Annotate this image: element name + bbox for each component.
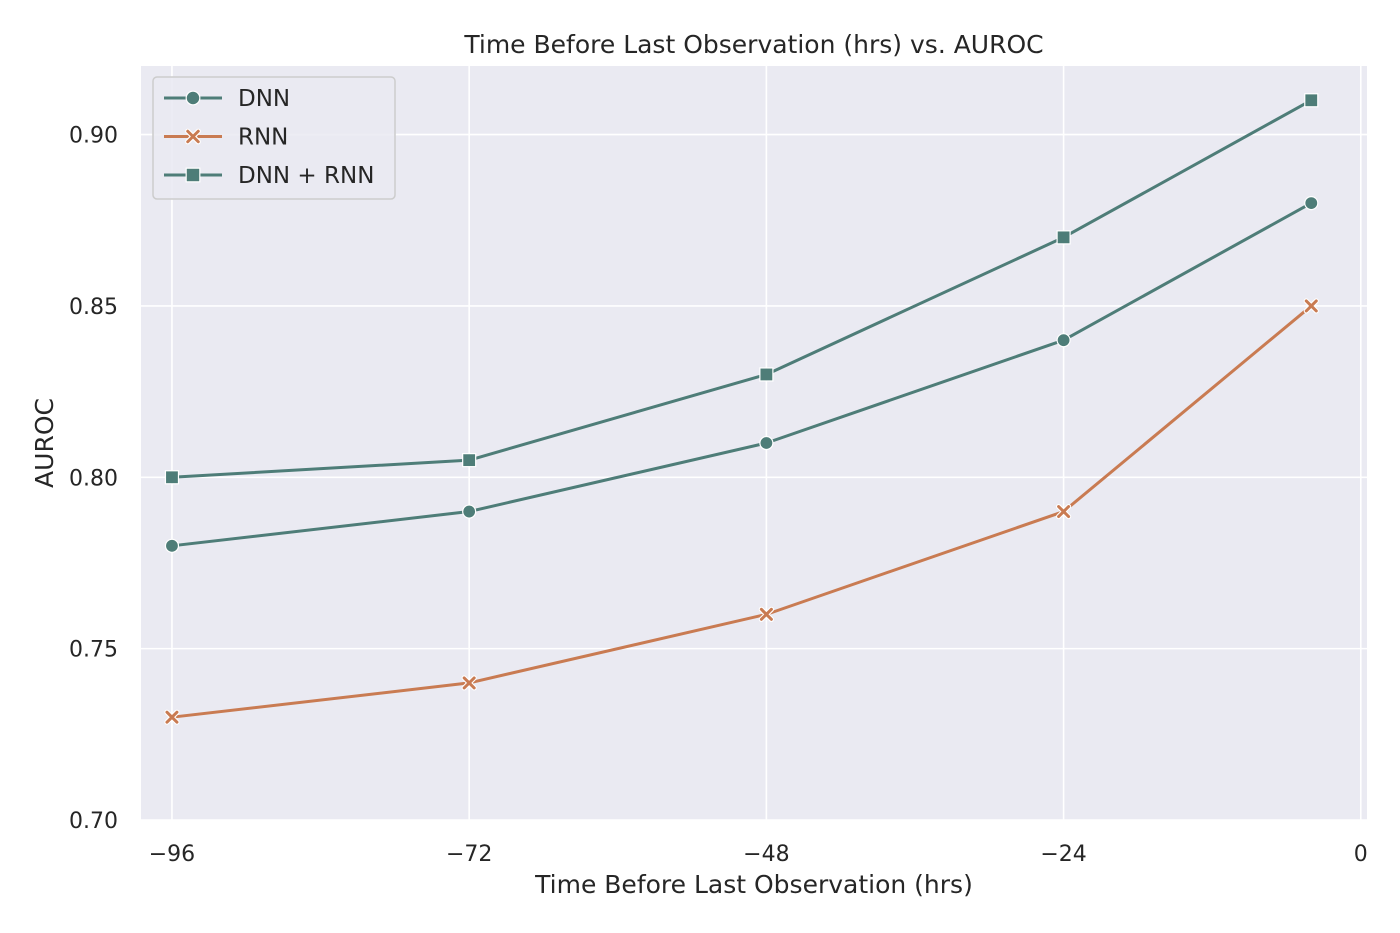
square-marker — [185, 167, 201, 183]
data-point-rnn — [461, 675, 477, 691]
y-tick-label: 0.85 — [69, 295, 118, 320]
x-marker-stroke — [1304, 299, 1318, 313]
data-point-dnn — [759, 435, 774, 451]
circle-marker — [185, 90, 201, 106]
x-tick-label: −72 — [446, 842, 492, 867]
series-dnn-rnn — [164, 93, 1319, 485]
legend-box — [152, 76, 396, 200]
x-marker-stroke — [1057, 505, 1071, 519]
x-marker — [185, 128, 201, 145]
y-tick-label: 0.80 — [69, 466, 118, 491]
x-marker-stroke — [165, 710, 179, 724]
tick-labels: −96 −72 −48 −24 0 0.70 0.75 0.80 0.85 0.90 — [69, 124, 1368, 867]
data-point-rnn — [758, 606, 774, 622]
data-point-dnn — [1056, 333, 1071, 348]
data-point-dnn-rnn — [759, 367, 774, 382]
legend-item-rnn: RNN — [164, 125, 288, 151]
x-marker-stroke — [462, 676, 476, 690]
legend-item-dnn-rnn: DNN + RNN — [164, 163, 374, 189]
x-tick-label: −96 — [149, 842, 195, 867]
x-tick-label: −24 — [1040, 842, 1086, 867]
legend-label: DNN + RNN — [238, 163, 374, 189]
data-point-dnn-rnn — [164, 470, 180, 485]
data-point-dnn — [1304, 195, 1319, 211]
x-marker-stroke — [186, 129, 200, 144]
x-axis-label: Time Before Last Observation (hrs) — [534, 870, 973, 899]
legend-label: DNN — [238, 86, 290, 112]
data-point-dnn — [462, 504, 477, 519]
x-tick-label: −48 — [743, 842, 789, 867]
data-point-rnn — [164, 709, 180, 725]
series-layer — [164, 93, 1319, 725]
legend-label: RNN — [238, 125, 288, 151]
data-point-dnn-rnn — [1056, 230, 1071, 245]
chart-title: Time Before Last Observation (hrs) vs. A… — [463, 30, 1043, 59]
data-point-dnn — [164, 538, 180, 553]
x-tick-label: 0 — [1354, 842, 1368, 867]
y-tick-label: 0.90 — [69, 124, 118, 149]
x-marker-stroke — [759, 607, 773, 621]
data-point-rnn — [1303, 298, 1319, 314]
series-rnn — [164, 298, 1319, 725]
y-axis-label: AUROC — [30, 398, 59, 488]
series-dnn — [164, 195, 1319, 553]
data-point-dnn-rnn — [462, 453, 477, 468]
data-point-dnn-rnn — [1304, 93, 1319, 108]
legend-item-dnn: DNN — [164, 86, 290, 112]
data-point-rnn — [1055, 503, 1072, 520]
legend: DNN RNN DNN + RNN — [152, 76, 396, 200]
y-tick-label: 0.70 — [69, 809, 118, 834]
y-tick-label: 0.75 — [69, 638, 118, 663]
